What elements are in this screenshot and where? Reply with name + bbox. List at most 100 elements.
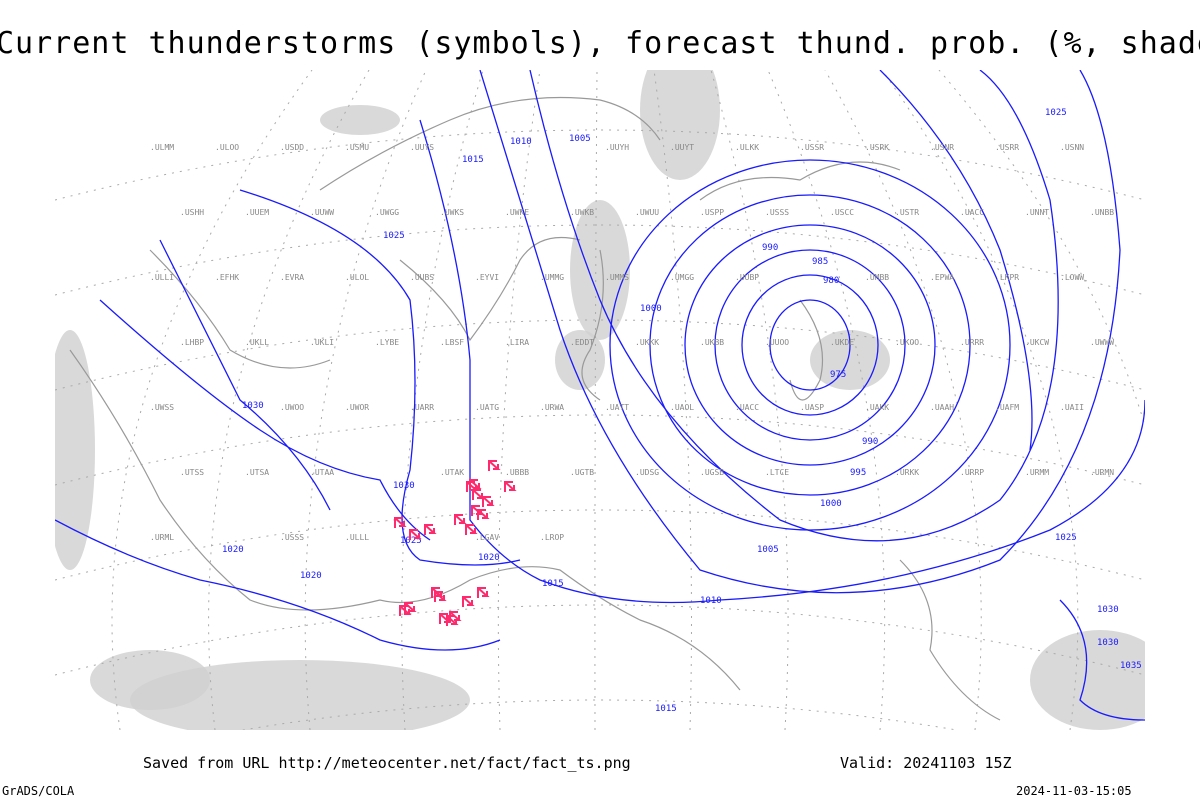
station-label: .URRP — [960, 468, 984, 477]
station-label: .UMMS — [605, 273, 629, 282]
station-label: .USCC — [830, 208, 854, 217]
station-label: .UGTB — [570, 468, 594, 477]
station-label: .UUBP — [735, 273, 759, 282]
station-label: .ULOO — [215, 143, 239, 152]
isobar-low — [714, 249, 906, 441]
parallel-line — [55, 604, 1145, 676]
station-label: .UWWW — [1090, 338, 1114, 347]
isobar-label: 1030 — [242, 401, 264, 411]
isobar-label: 1025 — [400, 536, 422, 546]
station-label: .LHBP — [180, 338, 204, 347]
isobar — [99, 299, 431, 541]
coastline — [149, 249, 331, 369]
station-label: .UTSA — [245, 468, 269, 477]
station-label: .UNBB — [1090, 208, 1114, 217]
lat-lon-grid — [55, 70, 1145, 730]
isobar-label: 1025 — [1045, 108, 1067, 118]
station-label: .UWKE — [505, 208, 529, 217]
isobar-label: 985 — [812, 257, 828, 267]
station-label: .LOWW — [1060, 273, 1084, 282]
isobar-low — [769, 299, 851, 391]
station-label: .UMGG — [670, 273, 694, 282]
thunderstorm-icon — [454, 514, 467, 525]
isobar-label: 1015 — [542, 579, 564, 589]
station-label: .URMN — [1090, 468, 1114, 477]
probability-shade-area — [90, 650, 210, 710]
isobar-label: 1025 — [383, 231, 405, 241]
station-label: .URML — [150, 533, 174, 542]
thunderstorm-icon — [434, 591, 447, 602]
parallel-line — [55, 129, 1145, 201]
station-label: .URWA — [540, 403, 564, 412]
station-label: .USPP — [700, 208, 724, 217]
station-label: .UAII — [1060, 403, 1084, 412]
station-label: .UUYT — [670, 143, 694, 152]
thunderstorm-icon — [465, 524, 478, 535]
meridian-line — [401, 70, 484, 730]
thunderstorm-icon — [504, 481, 517, 492]
thunderstorm-icon — [482, 496, 495, 507]
isobar-label: 1020 — [300, 571, 322, 581]
isobar-label: 990 — [762, 243, 778, 253]
probability-shade-area — [320, 105, 400, 135]
isobar-label: 1000 — [640, 304, 662, 314]
meridian-line — [208, 70, 370, 730]
isobar — [529, 70, 1059, 542]
station-label: .UWOO — [280, 403, 304, 412]
station-label: .EPWA — [930, 273, 954, 282]
saved-from-url: Saved from URL http://meteocenter.net/fa… — [143, 754, 631, 772]
coastline — [899, 559, 1001, 721]
station-label: .LKPR — [995, 273, 1019, 282]
station-label: .UACC — [735, 403, 759, 412]
station-labels: .ULMM .ULOO .USDD .USMU .UUYS .UUYH .UUYT .ULKK… — [150, 143, 1114, 542]
coastline — [69, 349, 381, 611]
station-label: .UTSS — [180, 468, 204, 477]
meridian-line — [497, 70, 541, 730]
thunderstorm-icon — [424, 524, 437, 535]
coastlines-borders — [69, 96, 1001, 721]
station-label: .ULKK — [735, 143, 759, 152]
station-label: .ULMM — [150, 143, 174, 152]
station-label: .USRR — [995, 143, 1019, 152]
isobar-label: 975 — [830, 370, 846, 380]
station-label: .USSS — [280, 533, 304, 542]
isobar-label: 1035 — [1120, 661, 1142, 671]
grads-credit: GrADS/COLA — [2, 784, 75, 798]
meridian-line — [111, 70, 313, 730]
isobar-low — [609, 159, 1011, 531]
station-label: .UMBB — [865, 273, 889, 282]
station-label: .LGAV — [475, 533, 499, 542]
station-label: .URRR — [960, 338, 984, 347]
parallel-line — [55, 319, 1145, 391]
isobar-label: 1025 — [1055, 533, 1077, 543]
station-label: .UACC — [960, 208, 984, 217]
probability-shade-area — [810, 330, 890, 390]
thunderstorm-icon — [472, 489, 485, 500]
coastline — [789, 299, 823, 401]
isobar — [419, 119, 1145, 604]
station-label: .USHH — [180, 208, 204, 217]
station-label: .UUEM — [245, 208, 269, 217]
isobar-label: 1020 — [478, 553, 500, 563]
station-label: .UWOR — [345, 403, 369, 412]
thunderstorm-icon — [394, 517, 407, 528]
isobar-label: 1005 — [569, 134, 591, 144]
station-label: .UASP — [800, 403, 824, 412]
isobar-label: 1030 — [1097, 605, 1119, 615]
probability-shade-area — [55, 330, 95, 570]
thunderstorm-icon — [404, 602, 417, 613]
station-label: .UKBB — [700, 338, 724, 347]
station-label: .UWSS — [150, 403, 174, 412]
parallel-line — [55, 224, 1145, 296]
isobar-label: 1005 — [757, 545, 779, 555]
station-label: .ULLL — [345, 533, 369, 542]
station-label: .UUWW — [310, 208, 334, 217]
station-label: .UTAA — [310, 468, 334, 477]
station-label: .UAAH — [930, 403, 954, 412]
coastline — [399, 236, 581, 342]
isobar-low — [684, 224, 936, 466]
thunderstorm-icon — [477, 587, 490, 598]
isobar — [159, 239, 331, 511]
meridian-line — [594, 70, 598, 730]
